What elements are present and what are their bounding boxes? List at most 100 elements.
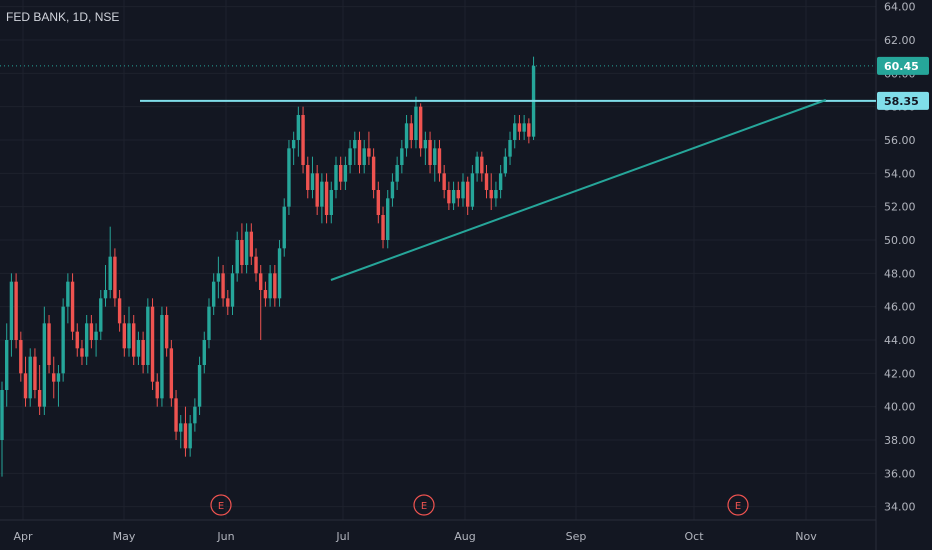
candle-body [244,231,249,265]
candle-body [103,290,108,299]
candle-body [315,173,319,207]
candle-body [47,323,51,365]
candle-body [390,181,395,199]
candle-body [296,115,301,140]
earnings-marker-label: E [218,501,224,512]
y-tick-label: 34.00 [884,501,916,514]
candle-body [456,190,460,199]
candle-body [386,198,390,240]
earnings-marker-icon [210,494,232,516]
candle-body [108,256,112,290]
candle-body [183,423,188,449]
candle-body [259,273,263,290]
candle-body [513,123,517,140]
candle-body [141,340,145,365]
candle-body [400,148,404,165]
x-tick-label: Jul [335,530,349,543]
candle-body [428,140,432,165]
candle-body [461,181,465,199]
candle-body [202,340,206,365]
candle-body [66,281,70,307]
candle-body [216,273,221,282]
candle-body [423,140,428,149]
price-label-text: 60.45 [884,60,919,73]
candle-body [527,123,531,137]
candle-body [19,340,23,374]
y-tick-label: 64.00 [884,1,916,14]
candle-body [475,156,479,174]
candle-body [404,123,409,149]
candle-body [89,323,94,340]
candle-body [52,373,56,382]
candle-body [451,190,456,204]
candle-body [33,356,37,390]
candle-body [329,190,333,215]
chart-title: FED BANK, 1D, NSE [6,10,120,24]
candle-body [437,148,442,174]
candle-body [0,390,4,440]
candle-body [169,348,174,399]
candle-body [263,290,268,299]
candle-body [517,123,522,132]
candle-body [287,148,291,207]
candle-body [348,148,352,165]
candle-body [80,348,84,357]
candle-body [268,273,272,299]
candle-body [9,281,14,340]
candle-body [357,140,362,165]
candle-body [249,231,254,257]
y-tick-label: 54.00 [884,167,916,180]
candle-body [122,323,127,349]
candle-body [442,173,446,190]
candle-body [282,206,286,249]
candle-body [465,181,470,207]
candle-body [310,173,315,190]
candle-body [230,273,235,307]
candle-body [61,306,65,374]
candle-body [353,140,357,149]
candle-body [150,306,155,382]
candle-body [84,323,89,357]
candle-body [155,381,159,399]
earnings-marker-label: E [735,501,741,512]
candle-body [395,165,399,182]
candle-body [484,173,489,190]
candle-body [193,406,197,424]
support-trendline [330,99,827,281]
candle-body [113,256,117,299]
candle-body [94,331,98,340]
x-tick-label: May [113,530,136,543]
candle-body [207,306,211,340]
time-axis-panel [0,520,876,550]
candle-body [376,190,381,215]
candle-body [362,148,366,165]
y-tick-label: 36.00 [884,467,916,480]
candle-body [117,298,122,324]
candle-body [5,340,9,390]
candle-body [235,240,239,274]
candle-body [277,248,282,299]
candle-body [75,331,79,349]
candle-body [23,373,28,399]
x-tick-label: Apr [13,530,33,543]
candle-body [494,190,498,199]
candle-body [56,373,61,382]
y-tick-label: 40.00 [884,401,916,414]
candle-body [221,273,225,299]
candle-body [127,323,131,349]
candle-body [211,281,216,307]
y-tick-label: 46.00 [884,301,916,314]
candle-body [188,423,192,449]
candle-body [508,140,512,157]
y-tick-label: 56.00 [884,134,916,147]
x-tick-label: Jun [216,530,234,543]
candle-body [367,148,371,157]
candle-body [324,181,329,215]
candle-body [489,190,493,199]
x-tick-label: Sep [566,530,587,543]
candle-body [414,106,418,140]
candle-body [226,298,230,307]
candle-body [28,356,32,399]
